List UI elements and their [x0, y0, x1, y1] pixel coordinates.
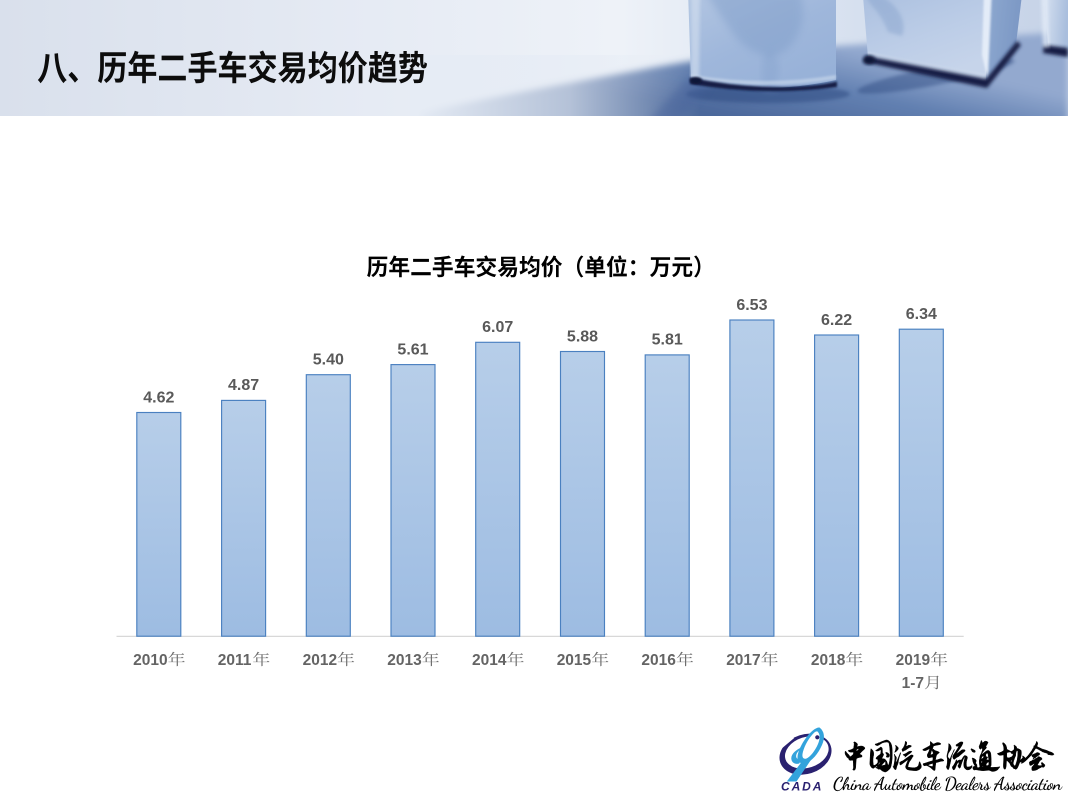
svg-text:2013: 2013	[387, 652, 422, 669]
svg-text:6.34: 6.34	[906, 306, 937, 323]
svg-text:2010: 2010	[133, 652, 167, 669]
svg-text:2016: 2016	[641, 652, 676, 669]
svg-text:4.87: 4.87	[228, 377, 259, 394]
svg-text:5.81: 5.81	[652, 332, 683, 349]
svg-text:4.62: 4.62	[143, 389, 174, 406]
svg-text:2019: 2019	[896, 652, 931, 669]
svg-text:2011: 2011	[218, 652, 252, 669]
svg-text:5.88: 5.88	[567, 328, 598, 345]
svg-text:CADA: CADA	[781, 780, 823, 794]
svg-text:5.40: 5.40	[313, 352, 344, 369]
svg-text:5.61: 5.61	[397, 341, 428, 358]
svg-text:6.22: 6.22	[821, 312, 852, 329]
svg-text:2018: 2018	[811, 652, 846, 669]
svg-text:2014: 2014	[472, 652, 507, 669]
svg-text:2017: 2017	[726, 652, 760, 669]
svg-text:6.07: 6.07	[482, 319, 513, 336]
svg-text:1-7: 1-7	[902, 675, 924, 692]
svg-text:2015: 2015	[557, 652, 592, 669]
svg-text:6.53: 6.53	[736, 297, 767, 314]
svg-text:2012: 2012	[303, 652, 337, 669]
